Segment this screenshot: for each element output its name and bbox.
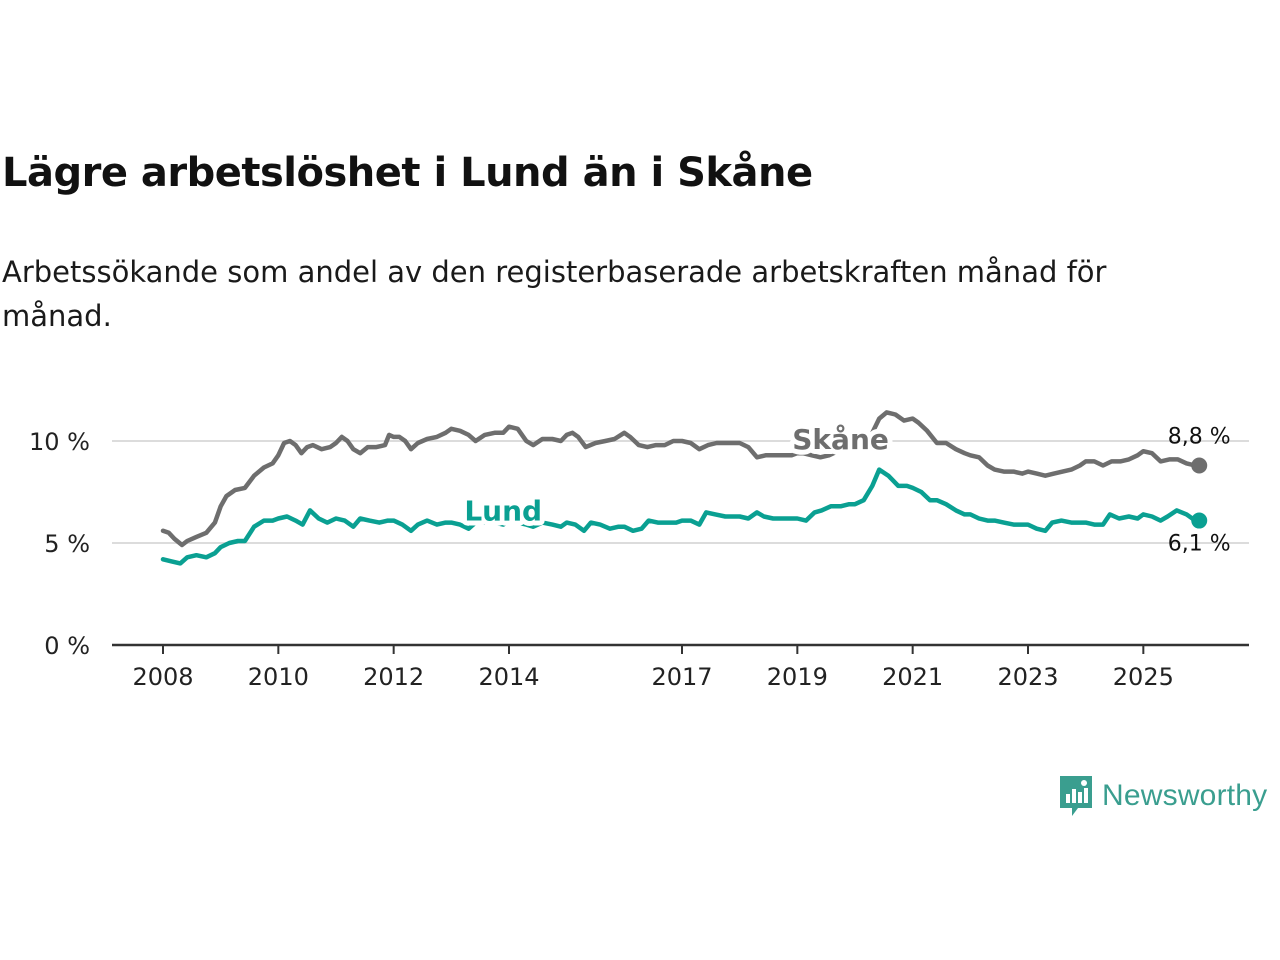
end-point-skane [1191,457,1208,474]
gridlines [112,440,1249,544]
y-tick-label: 5 % [44,530,90,558]
series-name-label-lund: Lund [464,495,542,528]
series-labels: 8,8 % Skåne 6,1 % Lund [459,418,1231,557]
x-tick-label: 2021 [882,663,943,691]
x-tick-label: 2023 [997,663,1058,691]
x-tick-label: 2010 [248,663,309,691]
y-tick-label: 0 % [44,632,90,660]
x-tick-label: 2025 [1113,663,1174,691]
newsworthy-logo-text: Newsworthy [1102,779,1268,812]
chart-title: Lägre arbetslöshet i Lund än i Skåne [2,150,813,196]
x-tick-label: 2008 [132,663,193,691]
y-tick-label: 10 % [29,428,90,456]
x-tick-label: 2019 [767,663,828,691]
x-tick-label: 2014 [478,663,539,691]
x-tick-label: 2017 [651,663,712,691]
end-value-label-lund: 6,1 % [1168,532,1231,557]
series-line-lund [160,467,1198,566]
newsworthy-logo-icon [1060,776,1092,816]
end-point-lund [1191,512,1208,529]
newsworthy-logo: Newsworthy const data = JSON.parse(docum… [1058,774,1267,818]
x-tick-label: 2012 [363,663,424,691]
end-value-label-skane: 8,8 % [1168,424,1231,449]
x-axis: 2008 2010 2012 2014 2017 2019 2021 2023 2025 [112,643,1249,691]
y-axis-ticks: 0 % 5 % 10 % [29,428,90,660]
chart-subtitle: Arbetssökande som andel av den registerb… [2,255,1107,333]
series-lines [160,410,1208,566]
series-line-skane [160,410,1198,548]
series-name-label-skane: Skåne [792,423,889,456]
